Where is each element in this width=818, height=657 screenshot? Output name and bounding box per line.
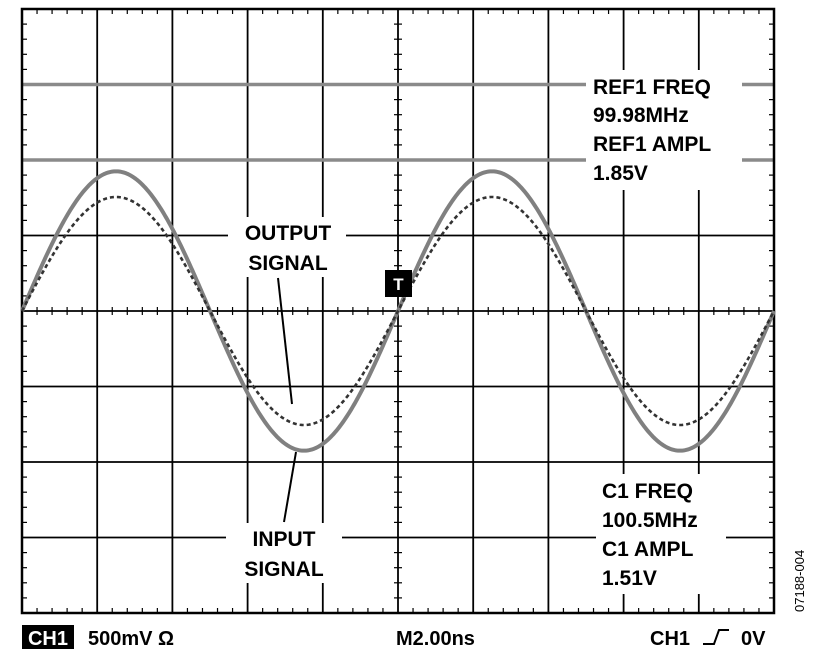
c1-readout: C1 FREQ 100.5MHz C1 AMPL 1.51V [596, 474, 726, 594]
output-signal-label-line2: SIGNAL [248, 252, 328, 275]
vertical-scale: 500mV Ω [88, 628, 174, 650]
input-signal-label-line1: INPUT [253, 528, 316, 551]
output-signal-leader [277, 277, 293, 405]
input-signal-label-line2: SIGNAL [244, 558, 324, 581]
trigger-marker: T [385, 270, 412, 297]
waveform-traces [20, 169, 776, 453]
channel-badge: CH1 [28, 628, 68, 650]
output-signal-label-line1: OUTPUT [245, 222, 332, 245]
channel-badge-bg [22, 625, 74, 649]
trigger-level: 0V [741, 628, 766, 650]
ref1-ampl-value: 1.85V [593, 162, 648, 185]
output-signal-trace [20, 195, 776, 427]
ref1-freq-value: 99.98MHz [593, 104, 689, 127]
output-signal-label: OUTPUT SIGNAL [228, 217, 346, 277]
c1-ampl-label: C1 AMPL [602, 538, 694, 561]
status-bar: CH1 500mV Ω M2.00ns CH1 0V [22, 625, 766, 650]
ref1-readout: REF1 FREQ 99.98MHz REF1 AMPL 1.85V [586, 70, 742, 190]
trigger-channel: CH1 [650, 628, 690, 650]
ref1-freq-label: REF1 FREQ [593, 76, 711, 99]
trigger-marker-letter: T [393, 275, 404, 294]
c1-freq-value: 100.5MHz [602, 509, 698, 532]
figure-id: 07188-004 [792, 550, 807, 612]
input-signal-leader [283, 451, 297, 523]
input-signal-label: INPUT SIGNAL [226, 523, 342, 583]
ref1-ampl-label: REF1 AMPL [593, 133, 711, 156]
c1-ampl-value: 1.51V [602, 567, 657, 590]
c1-freq-label: C1 FREQ [602, 480, 693, 503]
rising-edge-icon [703, 629, 729, 645]
timebase: M2.00ns [396, 628, 475, 650]
